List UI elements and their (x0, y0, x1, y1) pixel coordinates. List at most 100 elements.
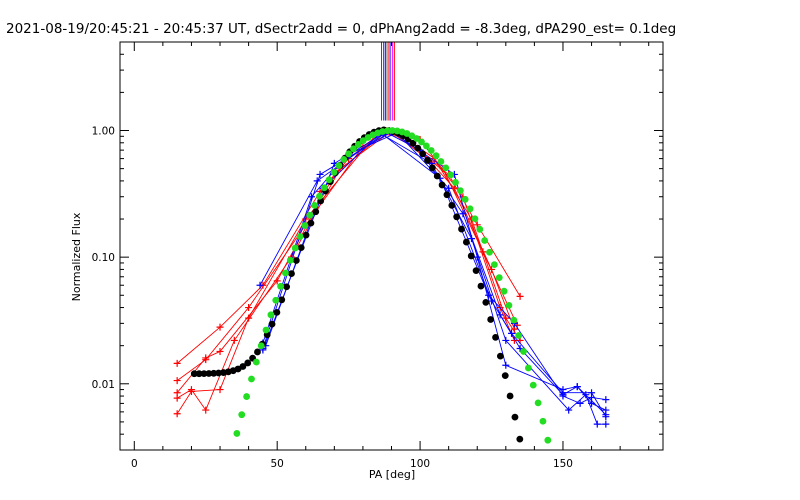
data-point-dot (501, 372, 509, 380)
data-point-dot (277, 282, 285, 290)
data-point-plus (479, 248, 487, 256)
data-point-dot (205, 370, 213, 377)
data-point-dot (539, 417, 547, 425)
y-ticks: 0.01 0.10 1.00 (92, 41, 663, 451)
plot-frame (119, 41, 664, 451)
data-point-dot (419, 150, 427, 158)
data-point-dot (442, 164, 450, 172)
data-point-dot (296, 233, 304, 240)
data-point-plus (582, 391, 590, 399)
data-point-dot (248, 375, 255, 383)
data-point-dot (492, 333, 499, 341)
y-tick-label: 0.01 (92, 379, 115, 391)
data-point-dot (506, 392, 514, 400)
data-point-plus (602, 420, 610, 428)
data-point-plus (313, 177, 321, 185)
data-point-plus (445, 184, 453, 192)
data-point-dot (239, 363, 247, 370)
data-point-dot (335, 162, 343, 169)
data-point-dot (495, 274, 503, 282)
data-point-dot (515, 332, 523, 339)
data-point-dot (486, 248, 493, 256)
data-point-dot (477, 282, 485, 290)
data-point-plus (202, 406, 210, 414)
data-point-plus (496, 311, 504, 319)
data-point-dot (254, 348, 261, 356)
data-point-dot (388, 127, 396, 134)
data-point-plus (245, 304, 253, 312)
data-point-plus (173, 377, 181, 385)
data-point-dot (297, 244, 305, 251)
data-point-dot (273, 308, 281, 316)
data-point-dot (238, 411, 246, 419)
data-point-dot (325, 176, 333, 184)
data-point-plus (245, 314, 253, 322)
data-point-dot (472, 267, 480, 275)
data-point-dot (278, 296, 286, 304)
data-point-plus (256, 281, 264, 289)
series-line (176, 132, 515, 414)
data-point-dot (466, 205, 474, 213)
data-point-dot (516, 435, 524, 443)
data-point-dot (458, 225, 465, 233)
data-point-dot (482, 298, 490, 306)
data-point-plus (502, 361, 510, 369)
data-point-dot (422, 142, 430, 150)
data-point-plus (588, 393, 596, 401)
data-point-dot (433, 172, 441, 180)
data-point-plus (216, 386, 224, 394)
data-point-dot (288, 270, 295, 277)
data-point-dot (510, 316, 518, 324)
data-point-plus (485, 291, 493, 299)
data-point-dot (521, 458, 528, 465)
data-point-plus (459, 210, 467, 218)
plot-marks (173, 126, 610, 465)
data-point-dot (311, 202, 319, 209)
data-point-plus (516, 292, 524, 300)
data-point-plus (307, 193, 315, 201)
x-ticks: 0 50 100 150 (131, 42, 650, 470)
data-point-dot (307, 219, 315, 227)
data-point-dot (243, 393, 251, 400)
data-point-dot (286, 256, 294, 264)
data-point-dot (345, 150, 353, 158)
data-point-dot (524, 364, 532, 372)
data-point-dot (467, 252, 475, 260)
data-point-dot (210, 369, 218, 377)
data-point-plus (216, 323, 224, 331)
series-line (259, 133, 606, 404)
data-point-dot (414, 144, 422, 152)
data-point-dot (511, 413, 519, 421)
data-point-dot (505, 301, 513, 309)
data-point-dot (350, 145, 357, 153)
data-point-dot (233, 430, 241, 437)
y-tick-label: 1.00 (92, 126, 115, 138)
data-point-plus (187, 387, 195, 395)
data-point-dot (306, 211, 314, 219)
data-point-dot (443, 191, 451, 199)
data-point-dot (262, 326, 270, 334)
x-tick-label: 50 (270, 458, 283, 470)
data-point-dot (447, 171, 455, 179)
data-point-dot (456, 187, 464, 195)
data-point-plus (216, 347, 224, 355)
data-point-dot (461, 196, 469, 203)
series-line (265, 132, 606, 425)
data-point-plus (202, 354, 210, 362)
data-point-plus (576, 399, 584, 407)
data-point-dot (272, 296, 280, 304)
data-point-dot (244, 359, 252, 367)
data-point-dot (302, 231, 310, 239)
data-point-dot (409, 139, 417, 147)
data-point-dot (418, 138, 425, 146)
data-point-dot (500, 287, 508, 295)
data-point-dot (487, 316, 495, 323)
data-point-dot (481, 237, 489, 244)
data-point-plus (565, 406, 573, 414)
data-point-dot (496, 352, 504, 360)
data-point-dot (462, 238, 470, 246)
data-point-plus (173, 394, 181, 402)
data-point-dot (452, 179, 459, 186)
data-point-dot (424, 157, 431, 164)
